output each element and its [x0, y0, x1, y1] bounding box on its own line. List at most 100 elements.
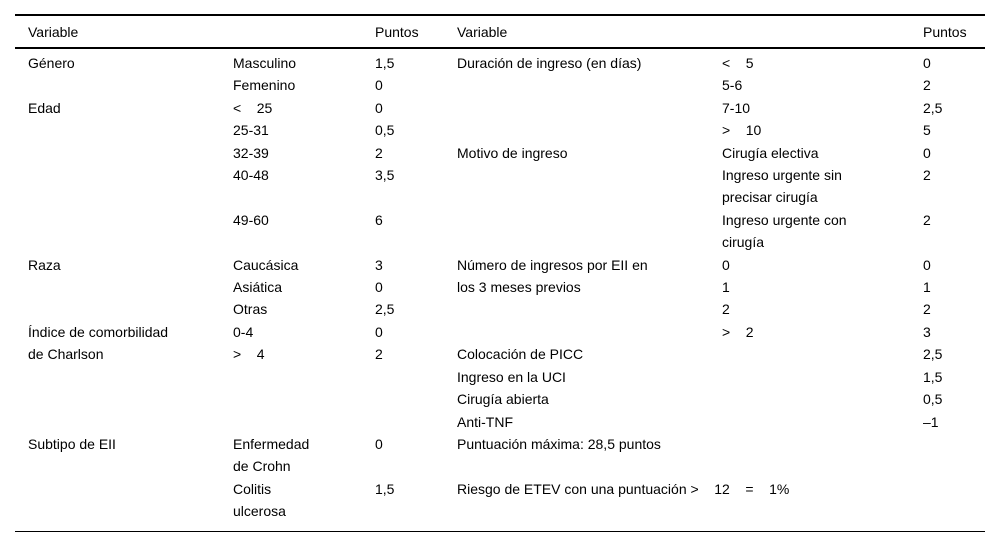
table-cell: Subtipo de EII	[28, 435, 116, 452]
table-cell	[375, 500, 457, 522]
table-cell: ulcerosa	[233, 503, 286, 520]
table-cell	[923, 500, 985, 522]
table-cell: 0	[375, 323, 383, 340]
table-cell	[457, 164, 722, 186]
table-cell: 1,5	[923, 368, 943, 385]
table-cell	[233, 366, 375, 388]
table-cell: los 3 meses previos	[457, 279, 581, 296]
table-cell: 0	[375, 99, 383, 116]
table-cell: 0	[923, 144, 931, 161]
table-cell: > 10	[722, 122, 762, 139]
table-cell: Riesgo de ETEV con una puntuación > 12 =…	[457, 480, 790, 497]
table-cell: 0	[923, 256, 931, 273]
table-cell: 2,5	[923, 99, 943, 116]
table-cell: –1	[923, 413, 939, 430]
table-cell	[722, 455, 923, 477]
table-cell: 5	[923, 122, 931, 139]
table-row: cirugía	[15, 231, 985, 253]
table-cell: < 25	[233, 99, 273, 116]
table-cell	[15, 186, 233, 208]
header-puntos-left: Puntos	[375, 15, 457, 49]
table-cell: 0	[375, 77, 383, 94]
header-row: Variable Puntos Variable Puntos	[15, 15, 985, 49]
table-cell	[375, 231, 457, 253]
table-cell: 32-39	[233, 144, 269, 161]
table-cell	[15, 142, 233, 164]
table-cell: 0	[375, 279, 383, 296]
table-cell: 0	[722, 256, 730, 273]
table-cell	[457, 74, 722, 96]
table-cell	[15, 119, 233, 141]
table-cell: 0	[375, 435, 383, 452]
table-cell: Índice de comorbilidad	[28, 323, 169, 340]
table-cell	[457, 119, 722, 141]
table-cell	[375, 388, 457, 410]
table-cell: Motivo de ingreso	[457, 144, 568, 161]
table-row: de Crohn	[15, 455, 985, 477]
table-cell	[457, 209, 722, 231]
table-cell: Masculino	[233, 55, 297, 71]
table-row: ulcerosa	[15, 500, 985, 522]
table-cell: 1	[923, 279, 931, 296]
table-cell: < 5	[722, 55, 754, 71]
table-cell	[923, 455, 985, 477]
table-cell: de Crohn	[233, 458, 291, 475]
table-cell: Edad	[28, 99, 61, 116]
table-cell: Raza	[28, 256, 61, 273]
table-cell	[375, 186, 457, 208]
table-row: Otras 2,5 2 2	[15, 298, 985, 320]
header-category-right	[722, 15, 923, 49]
table-cell	[457, 298, 722, 320]
table-cell: > 4	[233, 346, 265, 363]
table-cell	[923, 186, 985, 208]
header-variable-right: Variable	[457, 15, 722, 49]
table-cell	[233, 231, 375, 253]
table-row: Raza Caucásica 3 Número de ingresos por EII…	[15, 254, 985, 276]
table-cell: 0,5	[375, 122, 395, 139]
table-cell: 3	[375, 256, 383, 273]
table-cell	[15, 298, 233, 320]
table-cell: 2	[722, 301, 730, 318]
table-row: Subtipo de EII Enfermedad 0 Puntuación máxi…	[15, 433, 985, 455]
table-cell: Otras	[233, 301, 268, 318]
table-cell: 3,5	[375, 167, 395, 184]
table-cell	[722, 433, 923, 455]
table-cell	[375, 455, 457, 477]
table-row: Femenino 0 5-6 2	[15, 74, 985, 96]
table-row: Anti-TNF –1	[15, 411, 985, 433]
table-cell	[722, 343, 923, 365]
table-cell: 1,5	[375, 480, 395, 497]
table-cell: de Charlson	[28, 346, 104, 363]
table-cell	[923, 433, 985, 455]
table-row: 32-39 2 Motivo de ingreso Cirugía electiva 0	[15, 142, 985, 164]
table-cell: 5-6	[722, 77, 743, 94]
table-cell: Asiática	[233, 279, 283, 296]
table-cell: Cirugía electiva	[722, 144, 819, 161]
table-cell: 3	[923, 323, 931, 340]
table-cell: Colitis	[233, 480, 272, 497]
table-cell: 0,5	[923, 391, 943, 408]
table-row: Cirugía abierta 0,5	[15, 388, 985, 410]
table-cell	[457, 231, 722, 253]
table-cell	[722, 366, 923, 388]
table-cell	[233, 411, 375, 433]
table-cell: 1	[722, 279, 730, 296]
table-cell	[15, 478, 233, 500]
table-cell	[375, 366, 457, 388]
table-cell	[457, 500, 722, 522]
table-cell: > 2	[722, 323, 754, 340]
table-cell: 1,5	[375, 55, 395, 71]
etev-risk-score-table: Variable Puntos Variable Puntos Género Ma…	[15, 14, 985, 532]
table-row: Asiática 0 los 3 meses previos 1 1	[15, 276, 985, 298]
table-cell: 0	[923, 55, 931, 71]
table-row: Índice de comorbilidad 0-4 0 > 2 3	[15, 321, 985, 343]
table-cell	[923, 231, 985, 253]
table-cell: Ingreso en la UCI	[457, 368, 566, 385]
table-cell	[457, 455, 722, 477]
table-cell: Cirugía abierta	[457, 391, 549, 408]
table-cell	[722, 388, 923, 410]
table-cell: 2	[375, 144, 383, 161]
spacer-cell	[15, 523, 985, 532]
header-variable-left: Variable	[15, 15, 233, 49]
table-cell: 25-31	[233, 122, 269, 139]
